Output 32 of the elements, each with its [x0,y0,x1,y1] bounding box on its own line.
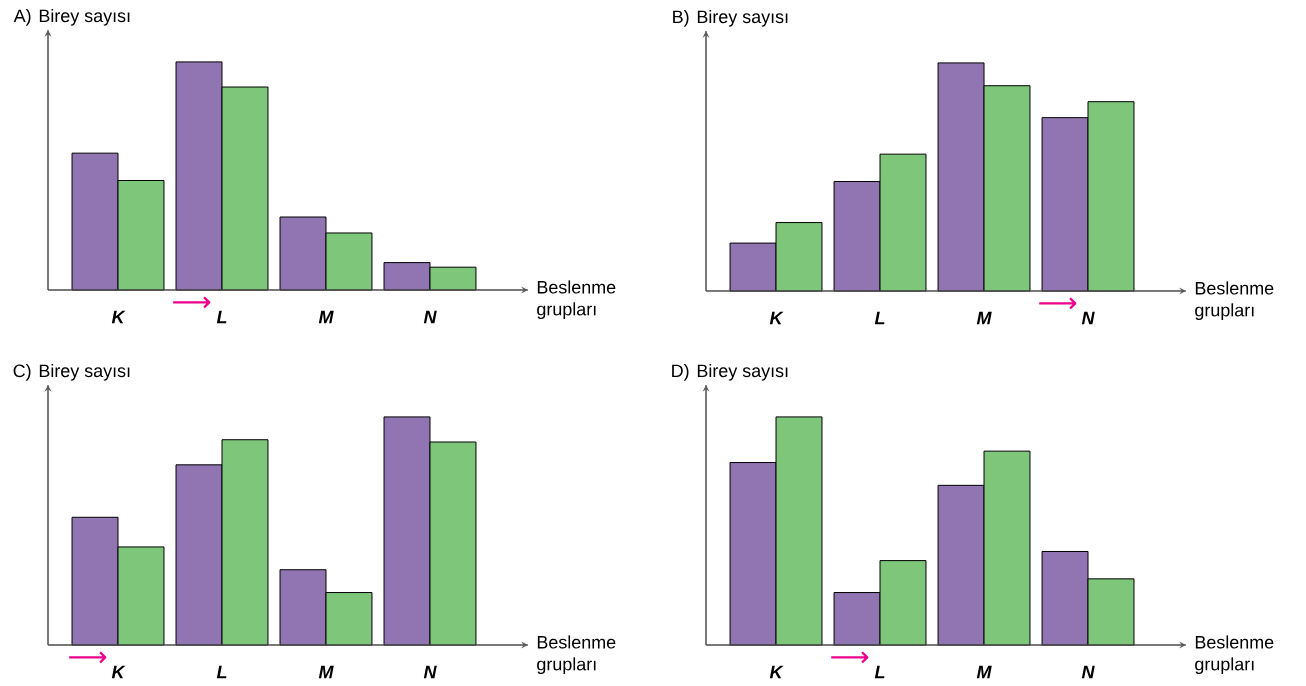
text: ⟶ [173,296,211,309]
text: ⟶ [69,651,107,664]
x-tick-label: N [1081,311,1095,325]
x-tick-label: K [111,310,126,324]
x-axis-title: Beslenme grupları [1195,635,1274,675]
text: ⟶ [831,651,869,664]
x-axis-title: Beslenme grupları [537,280,616,320]
y-axis-title: Birey sayısı [697,364,788,381]
x-axis-title: Beslenme grupları [1195,281,1274,321]
y-axis-title: Birey sayısı [39,8,130,26]
x-tick-label: N [423,665,437,679]
x-tick-label: L [874,311,885,325]
x-tick-label: M [318,665,334,679]
chart-title: C) [13,364,31,381]
y-axis-title: Birey sayısı [697,9,788,27]
chart-title: D) [672,364,689,381]
y-axis-title: Birey sayısı [39,364,130,381]
x-tick-label: L [216,665,227,679]
x-axis-title: Beslenme grupları [537,635,616,675]
x-tick-label: N [423,310,437,324]
x-tick-label: M [976,665,992,679]
x-tick-label: M [318,310,334,324]
x-tick-label: M [976,311,992,325]
x-tick-label: K [769,311,784,325]
x-tick-label: K [769,665,784,679]
text: ⟶ [1039,297,1077,310]
x-tick-label: L [874,665,885,679]
chart-title: A) [13,8,31,26]
x-tick-label: K [111,665,126,679]
x-tick-label: N [1081,665,1095,679]
chart-title: B) [673,9,689,27]
x-tick-label: L [216,310,227,324]
